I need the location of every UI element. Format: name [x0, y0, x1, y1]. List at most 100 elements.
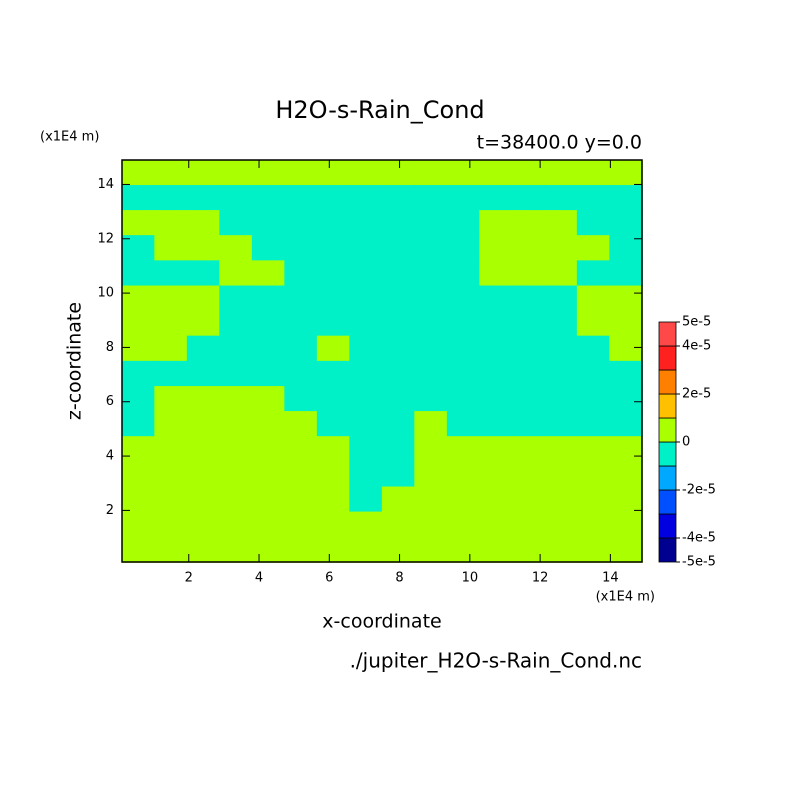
field-cell: [284, 511, 318, 538]
y-tick-label: 4: [106, 449, 114, 464]
colorbar-box: [658, 417, 677, 443]
field-cell: [511, 536, 546, 563]
field-cell: [251, 511, 286, 538]
field-cell: [479, 486, 513, 513]
field-cell: [511, 385, 546, 413]
field-cell: [154, 385, 188, 413]
field-cell: [381, 385, 416, 413]
field-cell: [414, 235, 448, 262]
field-cell: [284, 411, 318, 438]
colorbar-tick-label: -2e-5: [682, 483, 716, 498]
field-cell: [154, 511, 188, 538]
field-cell: [251, 486, 286, 513]
field-cell: [284, 184, 318, 212]
field-cell: [186, 159, 221, 186]
field-cell: [576, 285, 611, 312]
field-cell: [544, 184, 578, 212]
field-cell: [609, 385, 643, 413]
field-cell: [479, 285, 513, 312]
field-cell: [479, 536, 513, 563]
field-cell: [219, 260, 253, 287]
field-cell: [154, 285, 188, 312]
field-cell: [284, 159, 318, 186]
field-cell: [349, 285, 383, 312]
field-cell: [186, 360, 221, 387]
field-cell: [219, 360, 253, 387]
field-cell: [121, 235, 156, 262]
field-cell: [479, 184, 513, 212]
field-cell: [544, 210, 578, 237]
field-cell: [251, 310, 286, 337]
field-cell: [511, 486, 546, 513]
field-cell: [576, 511, 611, 538]
colorbar-tick-label: 4e-5: [682, 339, 711, 354]
field-cell: [414, 486, 448, 513]
field-cell: [349, 184, 383, 212]
colorbar-tick-label: 0: [682, 435, 690, 450]
field-cell: [186, 335, 221, 362]
field-cell: [446, 536, 481, 563]
field-cell: [479, 335, 513, 362]
field-cell: [251, 536, 286, 563]
field-cell: [349, 436, 383, 463]
field-cell: [381, 461, 416, 488]
field-cell: [284, 436, 318, 463]
field-cell: [479, 411, 513, 438]
field-cell: [511, 285, 546, 312]
field-cell: [316, 511, 351, 538]
field-cell: [251, 436, 286, 463]
field-cell: [381, 436, 416, 463]
field-cell: [349, 461, 383, 488]
field-cell: [479, 385, 513, 413]
field-cell: [186, 411, 221, 438]
field-cell: [609, 486, 643, 513]
field-cell: [219, 335, 253, 362]
field-cell: [381, 536, 416, 563]
field-cell: [219, 461, 253, 488]
field-cell: [154, 210, 188, 237]
field-cell: [446, 436, 481, 463]
field-cell: [121, 461, 156, 488]
field-cell: [446, 486, 481, 513]
colorbar-tick-label: -4e-5: [682, 531, 716, 546]
field-cell: [544, 335, 578, 362]
field-cell: [154, 159, 188, 186]
field-cell: [609, 235, 643, 262]
field-cell: [446, 159, 481, 186]
field-cell: [544, 511, 578, 538]
field-cell: [479, 210, 513, 237]
field-cell: [544, 461, 578, 488]
plot-frame: [121, 159, 643, 563]
colorbar-box: [658, 441, 677, 467]
field-cell: [154, 461, 188, 488]
field-cell: [609, 360, 643, 387]
field-cell: [381, 335, 416, 362]
field-cell: [381, 360, 416, 387]
field-cell: [609, 310, 643, 337]
field-cell: [381, 260, 416, 287]
field-cell: [186, 385, 221, 413]
field-cell: [349, 335, 383, 362]
field-cell: [154, 235, 188, 262]
field-cell: [544, 159, 578, 186]
source-file: ./jupiter_H2O-s-Rain_Cond.nc: [350, 649, 642, 673]
field-cell: [219, 235, 253, 262]
field-cell: [609, 436, 643, 463]
field-cell: [251, 360, 286, 387]
field-cell: [511, 235, 546, 262]
field-cell: [121, 210, 156, 237]
field-cell: [511, 461, 546, 488]
field-cell: [381, 486, 416, 513]
field-cell: [121, 310, 156, 337]
field-cell: [316, 436, 351, 463]
field-cell: [576, 210, 611, 237]
field-cell: [349, 310, 383, 337]
field-cell: [609, 335, 643, 362]
field-cell: [121, 536, 156, 563]
field-cell: [316, 536, 351, 563]
field-cell: [349, 411, 383, 438]
field-cell: [446, 184, 481, 212]
field-cell: [186, 235, 221, 262]
field-cell: [219, 159, 253, 186]
field: [121, 159, 643, 563]
